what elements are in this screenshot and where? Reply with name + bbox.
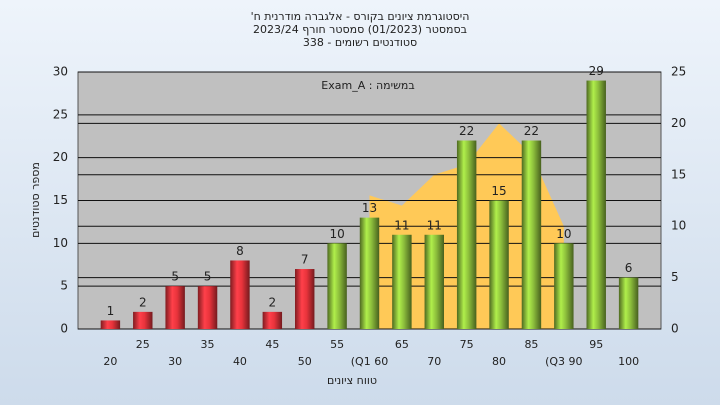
bar — [100, 320, 121, 329]
bar — [262, 311, 283, 329]
y-tick-label: 15 — [53, 193, 68, 207]
y-axis-label: מספר סטודנטים — [29, 162, 42, 238]
x-tick-label: 50 — [298, 355, 312, 368]
data-label: 10 — [556, 227, 571, 241]
y-tick-label: 0 — [60, 322, 68, 336]
bar — [295, 269, 315, 329]
x-tick-label: 65 — [395, 338, 409, 351]
y-tick-label: 5 — [60, 279, 68, 293]
data-label: 22 — [524, 124, 539, 138]
bar — [197, 286, 218, 329]
y2-tick-label: 5 — [671, 270, 679, 284]
bar — [521, 140, 542, 329]
data-label: 13 — [362, 201, 377, 215]
x-tick-label: 40 — [233, 355, 247, 368]
bar — [456, 140, 477, 329]
x-tick-label: 75 — [460, 338, 474, 351]
x-tick-label: 55 — [330, 338, 344, 351]
chart-subtitle: סטודנטים רשומים - 338 — [303, 36, 417, 49]
chart-subtitle: בסמסטר (01/2023) סמסטר חורף 2023/24 — [253, 23, 467, 36]
x-tick-label: 70 — [427, 355, 441, 368]
x-tick-label: 35 — [201, 338, 215, 351]
data-label: 11 — [394, 218, 409, 232]
bar — [327, 243, 347, 329]
y-tick-label: 20 — [53, 150, 68, 164]
bar — [586, 80, 606, 329]
data-label: 8 — [236, 244, 244, 258]
y2-tick-label: 20 — [671, 116, 686, 130]
bar — [359, 217, 380, 329]
annotation: במשימה : Exam_A — [321, 79, 414, 92]
data-label: 2 — [139, 295, 147, 309]
x-tick-label: 80 — [492, 355, 506, 368]
x-tick-label: 45 — [265, 338, 279, 351]
x-tick-label: (Q3 90 — [545, 355, 582, 368]
x-tick-label: (Q1 60 — [351, 355, 388, 368]
data-label: 6 — [625, 261, 633, 275]
x-tick-label: 20 — [103, 355, 117, 368]
y-tick-label: 25 — [53, 107, 68, 121]
data-label: 2 — [269, 295, 277, 309]
x-axis-label: טווח ציונים — [327, 374, 377, 387]
data-label: 5 — [204, 270, 212, 284]
x-tick-label: 85 — [524, 338, 538, 351]
data-label: 22 — [459, 124, 474, 138]
bar — [618, 277, 639, 329]
y-tick-label: 10 — [53, 236, 68, 250]
y-tick-label: 30 — [53, 65, 68, 79]
data-label: 11 — [427, 218, 442, 232]
bar — [392, 234, 412, 329]
bar — [554, 243, 574, 329]
data-label: 29 — [589, 64, 604, 78]
y2-tick-label: 25 — [671, 65, 686, 79]
chart-title: היסטוגרמת ציונים בקורס - אלגברה מודרנית … — [251, 10, 470, 23]
plot-layer: 0 5 10 15 20 25 30 0 5 10 15 20 25 20 1 25 2 30 5 35 5 40 8 45 2… — [53, 64, 687, 368]
y2-tick-label: 15 — [671, 167, 686, 181]
y2-tick-label: 0 — [671, 322, 679, 336]
data-label: 5 — [171, 270, 179, 284]
x-tick-label: 25 — [136, 338, 150, 351]
x-tick-label: 30 — [168, 355, 182, 368]
data-label: 15 — [491, 184, 506, 198]
data-label: 1 — [107, 304, 115, 318]
bar — [424, 234, 444, 329]
x-tick-label: 95 — [589, 338, 603, 351]
bar — [165, 286, 185, 329]
bar — [489, 200, 509, 329]
bar — [230, 260, 250, 329]
y2-tick-label: 10 — [671, 219, 686, 233]
bar — [133, 311, 153, 329]
x-tick-label: 100 — [618, 355, 639, 368]
data-label: 7 — [301, 253, 309, 267]
data-label: 10 — [329, 227, 344, 241]
